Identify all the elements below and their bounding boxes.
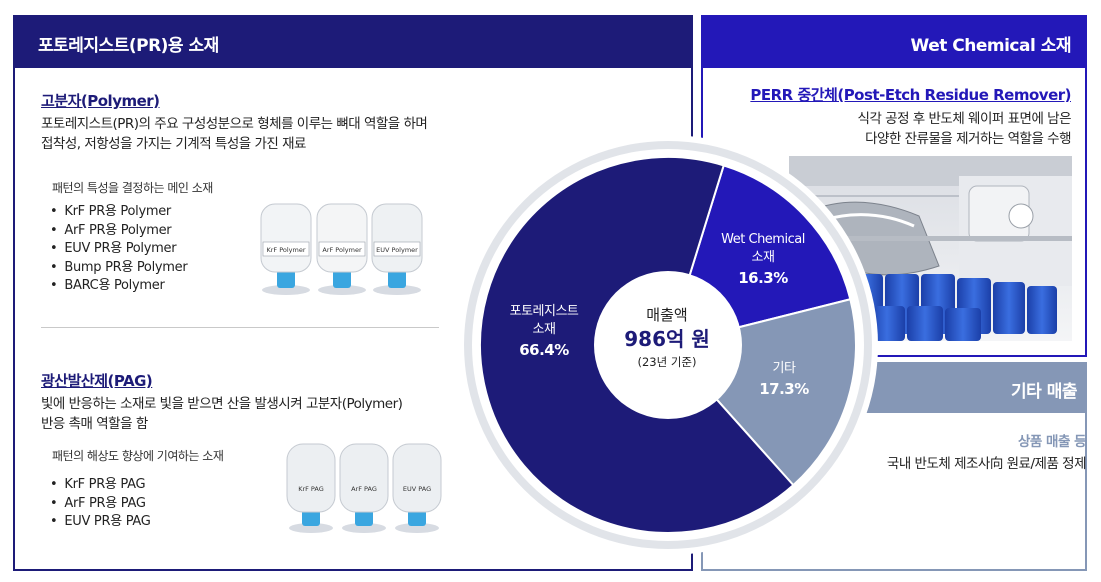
pr-materials-title: 포토레지스트(PR)용 소재 (38, 36, 219, 56)
list-item: KrF PR용 PAG (50, 476, 151, 495)
svg-text:ArF Polymer: ArF Polymer (322, 246, 362, 254)
pag-subtitle: 패턴의 해상도 향상에 기여하는 소재 (52, 449, 224, 463)
svg-text:KrF PAG: KrF PAG (298, 485, 324, 493)
svg-text:EUV PAG: EUV PAG (403, 485, 431, 493)
revenue-label: 매출액 (646, 306, 687, 324)
list-item: EUV PR용 Polymer (50, 240, 187, 259)
bottle-icon: KrF PAG (286, 443, 336, 533)
svg-text:KrF Polymer: KrF Polymer (266, 246, 305, 254)
pag-description: 빛에 반응하는 소재로 빛을 받으면 산을 발생시켜 고분자(Polymer) … (41, 396, 403, 432)
bottle-icon: ArF PAG (339, 443, 389, 533)
perr-title: PERR 중간체(Post-Etch Residue Remover) (750, 86, 1071, 104)
list-item: ArF PR용 Polymer (50, 222, 187, 241)
slice-label-other: 기타 17.3% (759, 361, 809, 398)
pag-title: 광산발산제(PAG) (41, 372, 153, 390)
goods-sales-description: 국내 반도체 제조사向 원료/제품 정제 (886, 456, 1087, 472)
bottle-icon: KrF Polymer (260, 203, 312, 295)
perr-description: 식각 공정 후 반도체 웨이퍼 표면에 남은 다양한 잔류물을 제거하는 역할을… (857, 111, 1072, 147)
revenue-value: 986억 원 (624, 327, 710, 351)
svg-text:EUV Polymer: EUV Polymer (376, 246, 418, 254)
goods-sales-title: 상품 매출 등 (1018, 434, 1087, 450)
other-revenue-title: 기타 매출 (1011, 382, 1077, 402)
revenue-basis-note: (23년 기준) (637, 355, 696, 369)
list-item: EUV PR용 PAG (50, 513, 150, 532)
svg-text:ArF PAG: ArF PAG (351, 485, 377, 493)
polymer-title: 고분자(Polymer) (41, 92, 160, 110)
wet-chemical-title: Wet Chemical 소재 (910, 36, 1072, 56)
pie-center-hole (594, 271, 742, 419)
polymer-subtitle: 패턴의 특성을 결정하는 메인 소재 (52, 181, 213, 195)
bottle-icon: EUV Polymer (371, 203, 423, 295)
polymer-description: 포토레지스트(PR)의 주요 구성성분으로 형체를 이루는 뼈대 역할을 하며 … (41, 116, 428, 152)
list-item: BARC용 Polymer (50, 277, 187, 296)
bottle-icon: EUV PAG (392, 443, 442, 533)
revenue-pie-chart: 매출액 986억 원 (23년 기준) (458, 135, 878, 555)
list-item: KrF PR용 Polymer (50, 203, 187, 222)
polymer-bottles-image: KrF Polymer ArF Polymer EUV Polymer (260, 203, 423, 295)
pag-list: KrF PR용 PAG ArF PR용 PAG EUV PR용 PAG (50, 476, 151, 532)
bottle-icon: ArF Polymer (316, 203, 368, 295)
list-item: ArF PR용 PAG (50, 495, 151, 514)
list-item: Bump PR용 Polymer (50, 259, 187, 278)
wet-chemical-header (701, 15, 1087, 68)
slice-label-wet-chemical: Wet Chemical 소재 16.3% (721, 232, 805, 287)
pr-materials-header (13, 15, 693, 68)
slice-label-photoresist: 포토레지스트 소재 66.4% (509, 304, 579, 359)
pag-bottles-image: KrF PAG ArF PAG EUV PAG (286, 443, 442, 533)
polymer-list: KrF PR용 Polymer ArF PR용 Polymer EUV PR용 … (50, 203, 187, 296)
section-divider (41, 327, 439, 328)
